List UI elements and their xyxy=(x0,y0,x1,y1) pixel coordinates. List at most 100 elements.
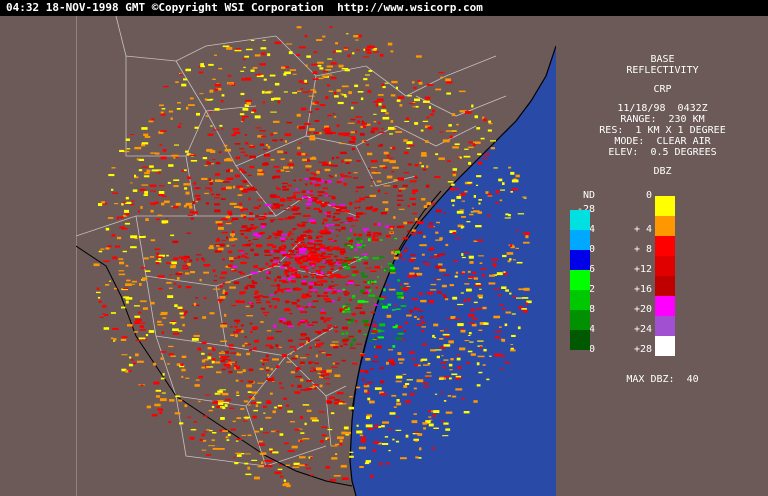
echo-cell xyxy=(288,231,292,234)
echo-cell xyxy=(271,206,277,210)
echo-cell xyxy=(409,180,417,183)
echo-cell xyxy=(322,163,329,166)
echo-cell xyxy=(321,434,327,437)
echo-cell xyxy=(430,283,437,286)
echo-cell xyxy=(466,221,471,223)
echo-cell xyxy=(264,155,270,157)
echo-cell xyxy=(426,165,429,168)
echo-cell xyxy=(449,135,453,139)
echo-cell xyxy=(369,400,375,404)
echo-cell xyxy=(260,47,267,50)
echo-cell xyxy=(358,237,363,239)
echo-cell xyxy=(271,430,277,433)
echo-cell xyxy=(274,471,282,475)
echo-cell xyxy=(314,243,321,246)
echo-cell xyxy=(338,402,343,405)
echo-cell xyxy=(436,278,441,281)
echo-cell xyxy=(383,288,386,292)
echo-cell xyxy=(345,434,350,436)
echo-cell xyxy=(510,191,513,193)
echo-cell xyxy=(232,265,238,268)
echo-cell xyxy=(274,41,282,44)
echo-cell xyxy=(244,104,249,107)
echo-cell xyxy=(460,328,464,330)
echo-cell xyxy=(182,323,185,327)
echo-cell xyxy=(183,204,187,208)
echo-cell xyxy=(131,359,134,361)
echo-cell xyxy=(337,101,344,105)
echo-cell xyxy=(148,330,155,333)
echo-cell xyxy=(435,255,441,257)
echo-cell xyxy=(272,245,277,248)
echo-cell xyxy=(378,131,385,134)
echo-cell xyxy=(127,370,132,372)
echo-cell xyxy=(258,218,265,221)
echo-cell xyxy=(142,307,148,310)
echo-cell xyxy=(274,82,280,86)
legend-right-swatch xyxy=(655,336,675,356)
echo-cell xyxy=(373,223,377,226)
info-panel: BASE REFLECTIVITY CRP 11/18/98 0432Z RAN… xyxy=(557,16,768,496)
echo-cell xyxy=(156,256,163,258)
echo-cell xyxy=(320,230,326,233)
echo-cell xyxy=(357,304,364,306)
echo-cell xyxy=(328,164,334,167)
echo-cell xyxy=(390,227,393,230)
echo-cell xyxy=(171,321,177,323)
echo-cell xyxy=(393,256,399,260)
echo-cell xyxy=(367,231,371,234)
echo-cell xyxy=(333,91,337,95)
echo-cell xyxy=(151,414,158,417)
echo-cell xyxy=(417,310,424,312)
echo-cell xyxy=(286,199,293,201)
echo-cell xyxy=(429,419,433,421)
echo-cell xyxy=(273,120,280,123)
echo-cell xyxy=(175,272,183,276)
echo-cell xyxy=(182,265,189,267)
echo-cell xyxy=(254,74,261,76)
echo-cell xyxy=(293,192,300,194)
echo-cell xyxy=(204,98,208,101)
echo-cell xyxy=(226,439,230,441)
echo-cell xyxy=(262,311,270,314)
echo-cell xyxy=(225,350,229,354)
echo-cell xyxy=(316,180,322,182)
echo-cell xyxy=(290,275,296,278)
echo-cell xyxy=(474,284,482,287)
echo-cell xyxy=(177,125,181,128)
echo-cell xyxy=(322,70,328,73)
echo-cell xyxy=(300,432,305,434)
echo-cell xyxy=(280,198,286,202)
legend-left-swatch xyxy=(570,310,590,330)
echo-cell xyxy=(270,111,277,113)
echo-cell xyxy=(451,373,458,376)
echo-cell xyxy=(212,159,216,161)
echo-cell xyxy=(288,216,296,219)
echo-cell xyxy=(179,256,185,259)
echo-cell xyxy=(257,172,264,176)
echo-cell xyxy=(298,225,306,228)
echo-cell xyxy=(184,310,188,314)
radar-map[interactable] xyxy=(76,16,556,496)
echo-cell xyxy=(262,101,266,104)
echo-cell xyxy=(449,230,457,233)
echo-cell xyxy=(287,277,292,281)
echo-cell xyxy=(221,392,229,396)
echo-cell xyxy=(125,138,130,141)
echo-cell xyxy=(189,210,193,214)
echo-cell xyxy=(347,122,355,124)
echo-cell xyxy=(297,263,304,265)
echo-cell xyxy=(443,211,446,214)
echo-cell xyxy=(368,294,376,297)
echo-cell xyxy=(242,180,248,184)
echo-cell xyxy=(451,130,457,132)
echo-cell xyxy=(297,256,304,260)
echo-cell xyxy=(350,131,355,134)
echo-cell xyxy=(366,416,370,420)
echo-cell xyxy=(187,214,193,216)
echo-cell xyxy=(517,326,521,330)
echo-cell xyxy=(462,271,465,274)
echo-cell xyxy=(374,442,381,444)
echo-cell xyxy=(412,212,418,215)
echo-cell xyxy=(301,306,306,308)
